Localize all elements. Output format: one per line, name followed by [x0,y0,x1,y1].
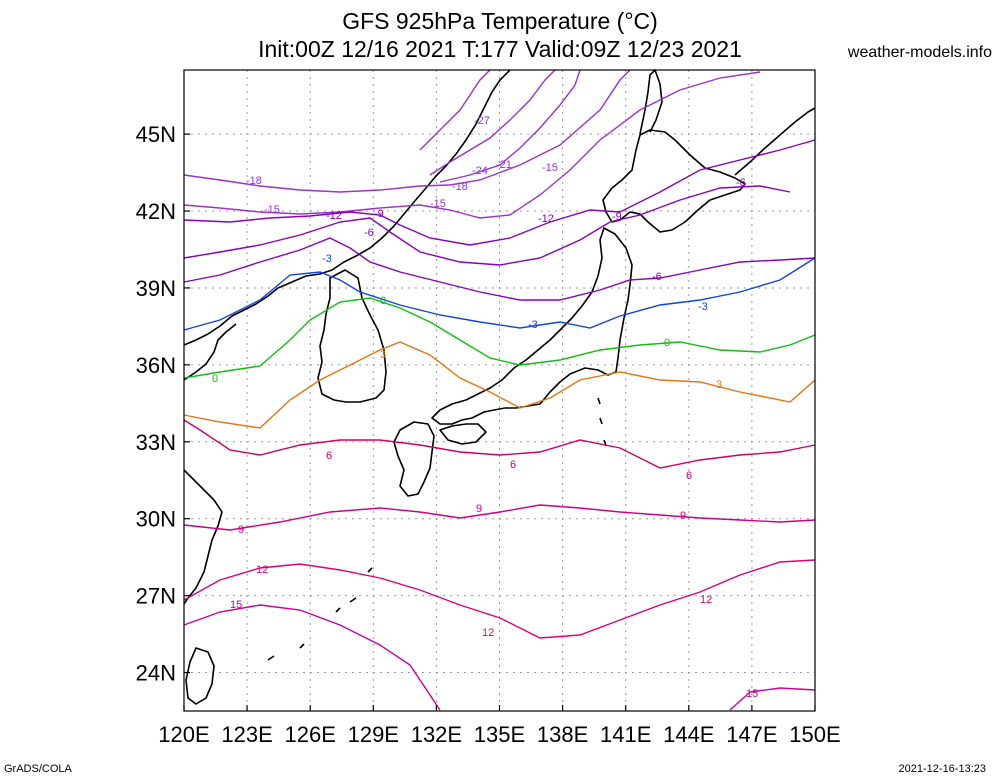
lat-tick-label: 36N [136,353,176,378]
clabel-0c: 0 [664,337,670,349]
clabel-neg6c: -6 [736,177,746,189]
lon-tick-label: 129E [348,722,399,747]
clabel-0b: 0 [380,295,386,307]
lon-tick-label: 144E [663,722,714,747]
lon-tick-label: 120E [158,722,209,747]
site-label: weather-models.info [847,44,992,61]
lon-tick-label: 150E [789,722,840,747]
coast-bohai [183,323,237,381]
contour-neg15 [183,71,761,219]
lon-tick-label: 147E [726,722,777,747]
contour-neg27 [419,69,491,151]
coast-ryukyu [267,567,373,661]
contour-neg24 [429,69,556,176]
clabel-neg6b: -6 [652,271,662,283]
contour-neg18 [183,69,631,193]
lat-tick-label: 27N [136,584,176,609]
clabel-6c: 6 [686,470,692,482]
coast-taiwan [185,647,215,705]
temperature-contours [183,69,816,711]
coast-mainland [183,69,511,346]
contour-12 [183,559,816,639]
clabel-neg15b: -15 [430,198,446,210]
coast-izu [597,397,607,447]
coast-shikoku [439,423,487,445]
footer-right: 2021-12-16-13:23 [898,763,986,775]
lon-tick-label: 135E [474,722,525,747]
contour-labels: -27 -24 -21 -18 -18 -15 -15 -15 -12 -12 … [212,115,758,700]
clabel-9c: 9 [680,510,686,522]
contour-9 [183,504,816,531]
contour-15-east [729,687,816,711]
lat-tick-label: 24N [136,661,176,686]
clabel-9b: 9 [476,503,482,515]
clabel-neg18b: -18 [452,181,468,193]
coast-korea [317,269,387,403]
lon-tick-label: 138E [537,722,588,747]
contour-15 [183,604,441,711]
clabel-3: 3 [380,349,386,361]
clabel-neg3: -3 [322,253,332,265]
clabel-0: 0 [212,373,218,385]
clabel-6b: 6 [510,459,516,471]
lat-tick-label: 33N [136,430,176,455]
lon-tick-label: 123E [221,722,272,747]
lat-labels: 45N 42N 39N 36N 33N 30N 27N 24N [136,122,176,685]
coast-china-south [183,469,223,605]
contour-neg3 [183,257,816,331]
coast-kurils [734,107,816,176]
clabel-15b: 15 [746,688,758,700]
lon-tick-label: 126E [285,722,336,747]
lat-tick-label: 45N [136,122,176,147]
clabel-3b: 3 [716,379,722,391]
coast-honshu [431,227,633,425]
coastlines [183,69,816,705]
lat-tick-label: 42N [136,199,176,224]
lon-tick-label: 141E [600,722,651,747]
clabel-neg12b: -12 [538,213,554,225]
axis-ticks [183,133,816,711]
clabel-12b: 12 [482,627,494,639]
chart-title-line1: GFS 925hPa Temperature (°C) [342,8,658,34]
contour-neg9 [183,185,791,266]
clabel-12: 12 [256,564,268,576]
clabel-neg15c: -15 [542,162,558,174]
clabel-neg9b: -9 [612,211,622,223]
clabel-neg9: -9 [374,208,384,220]
contour-6 [183,419,816,469]
contour-neg6 [183,237,816,301]
lon-tick-label: 132E [411,722,462,747]
contour-3 [183,341,816,429]
clabel-neg15: -15 [264,204,280,216]
contour-neg12 [183,139,816,246]
lon-labels: 120E 123E 126E 129E 132E 135E 138E 141E 144E 147E… [158,722,840,747]
clabel-neg3c: -3 [698,301,708,313]
clabel-neg24: -24 [472,165,488,177]
coast-sakhalin [639,69,663,135]
footer-left: GrADS/COLA [4,763,72,775]
lat-tick-label: 39N [136,276,176,301]
clabel-neg6: -6 [364,227,374,239]
clabel-neg27: -27 [474,115,490,127]
contour-0 [183,297,816,379]
clabel-15: 15 [230,599,242,611]
clabel-9: 9 [238,524,244,536]
clabel-neg3b: -3 [528,319,538,331]
chart-title-line2: Init:00Z 12/16 2021 T:177 Valid:09Z 12/2… [258,36,742,62]
clabel-12c: 12 [700,594,712,606]
contour-neg21 [439,69,581,183]
clabel-neg18: -18 [246,175,262,187]
clabel-neg12: -12 [326,210,342,222]
coast-hokkaido [602,129,746,233]
clabel-neg21: -21 [496,159,512,171]
coast-kyushu [393,421,435,497]
clabel-6: 6 [326,450,332,462]
lat-tick-label: 30N [136,507,176,532]
